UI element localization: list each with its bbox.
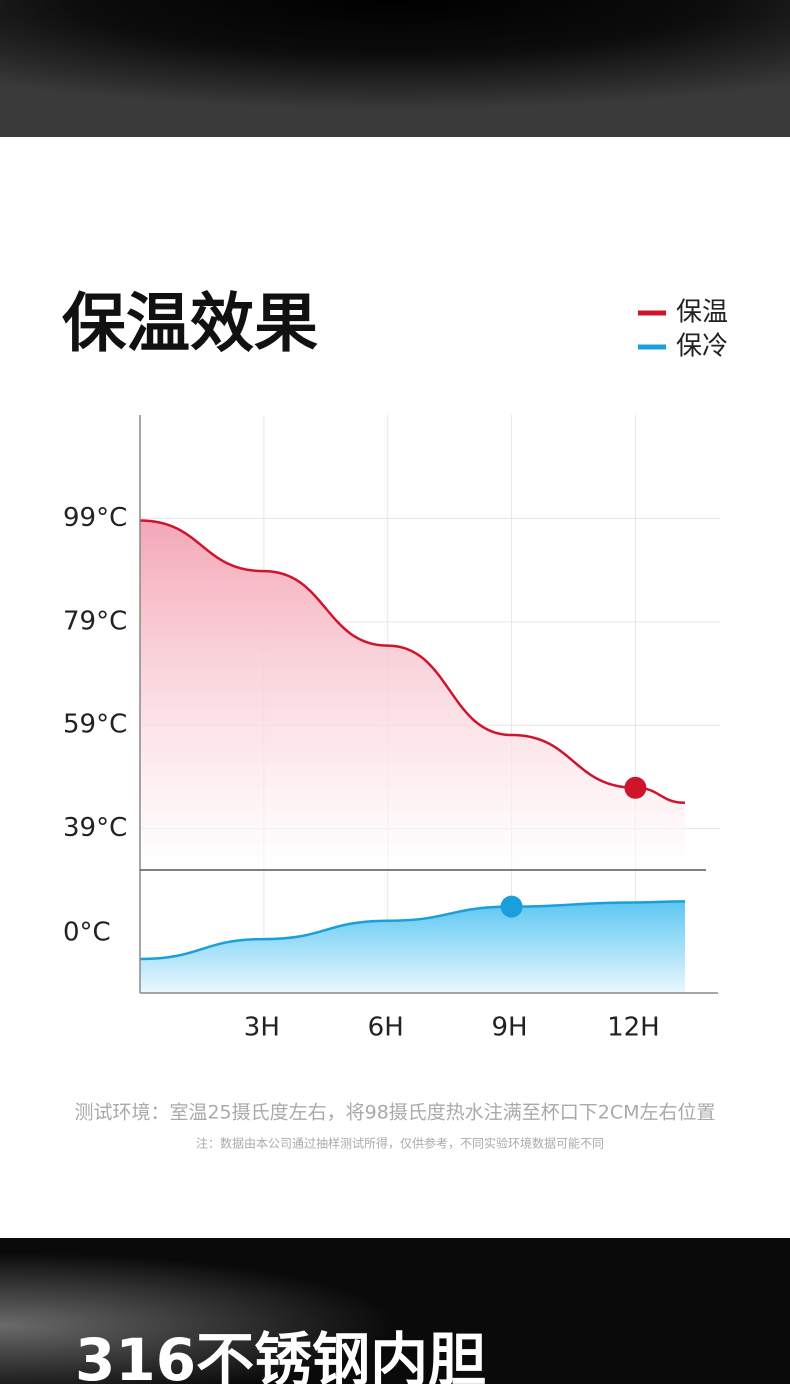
y-tick-label: 99°C (63, 503, 127, 533)
line (139, 900, 685, 961)
x-tick-label: 12H (607, 1013, 660, 1043)
footnote: 测试环境：室温25摄氏度左右，将98摄氏度热水注满至杯口下2CM左右位置 (74, 1102, 715, 1124)
y2-tick-label: 0°C (63, 917, 111, 947)
legend-label: 保温 (676, 298, 728, 328)
x-tick-label: 9H (492, 1013, 528, 1043)
y-tick-label: 79°C (63, 606, 127, 636)
bottom-banner (0, 1238, 790, 1384)
note: 注：数据由本公司通过抽样测试所得，仅供参考，不同实验环境数据可能不同 (196, 1136, 604, 1151)
chart-title: 保温效果 (62, 288, 318, 362)
y-tick-label: 39°C (63, 813, 127, 843)
highlight-dot (624, 776, 647, 799)
x-tick-label: 3H (244, 1013, 280, 1043)
area-fill (140, 520, 685, 870)
x-tick-label: 6H (368, 1013, 404, 1043)
area-fill (140, 901, 685, 993)
top-banner (0, 0, 790, 137)
section-title: 316不锈钢内胆 (75, 1326, 486, 1384)
legend-label: 保冷 (676, 332, 728, 362)
highlight-dot (500, 895, 523, 918)
y-tick-label: 59°C (63, 710, 127, 740)
